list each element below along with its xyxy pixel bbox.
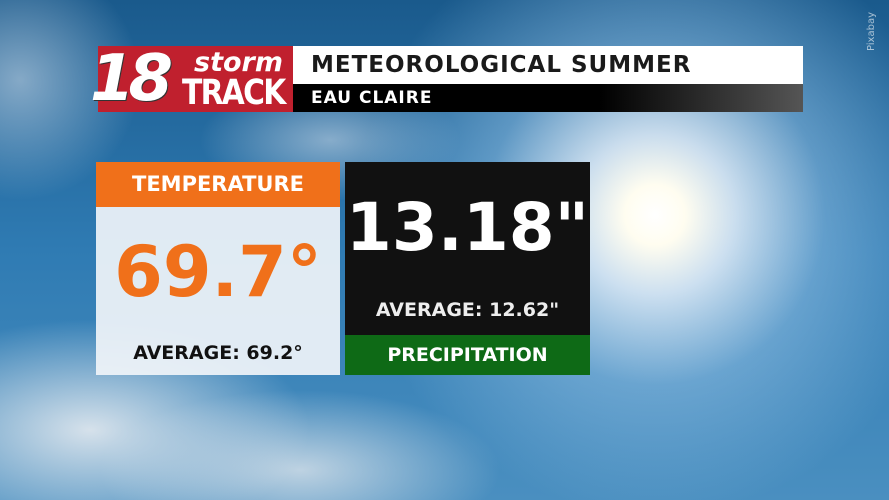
precipitation-header: PRECIPITATION [345, 335, 590, 375]
temperature-value: 69.7° [114, 231, 322, 313]
temperature-panel [96, 207, 340, 375]
precipitation-panel [345, 162, 590, 335]
logo-number: 18 [90, 42, 173, 116]
temperature-average: AVERAGE: 69.2° [133, 342, 303, 364]
logo-word-track: TRACK [182, 73, 286, 113]
storm-track-logo: 18 storm TRACK [90, 46, 293, 113]
logo-word-storm: storm [194, 47, 283, 78]
temperature-header: TEMPERATURE [96, 162, 340, 207]
page-title: METEOROLOGICAL SUMMER [293, 46, 803, 84]
image-credit: Pixabay [866, 12, 877, 52]
precipitation-value: 13.18" [345, 189, 590, 266]
location-subtitle: EAU CLAIRE [293, 84, 803, 112]
precipitation-average: AVERAGE: 12.62" [375, 299, 560, 321]
